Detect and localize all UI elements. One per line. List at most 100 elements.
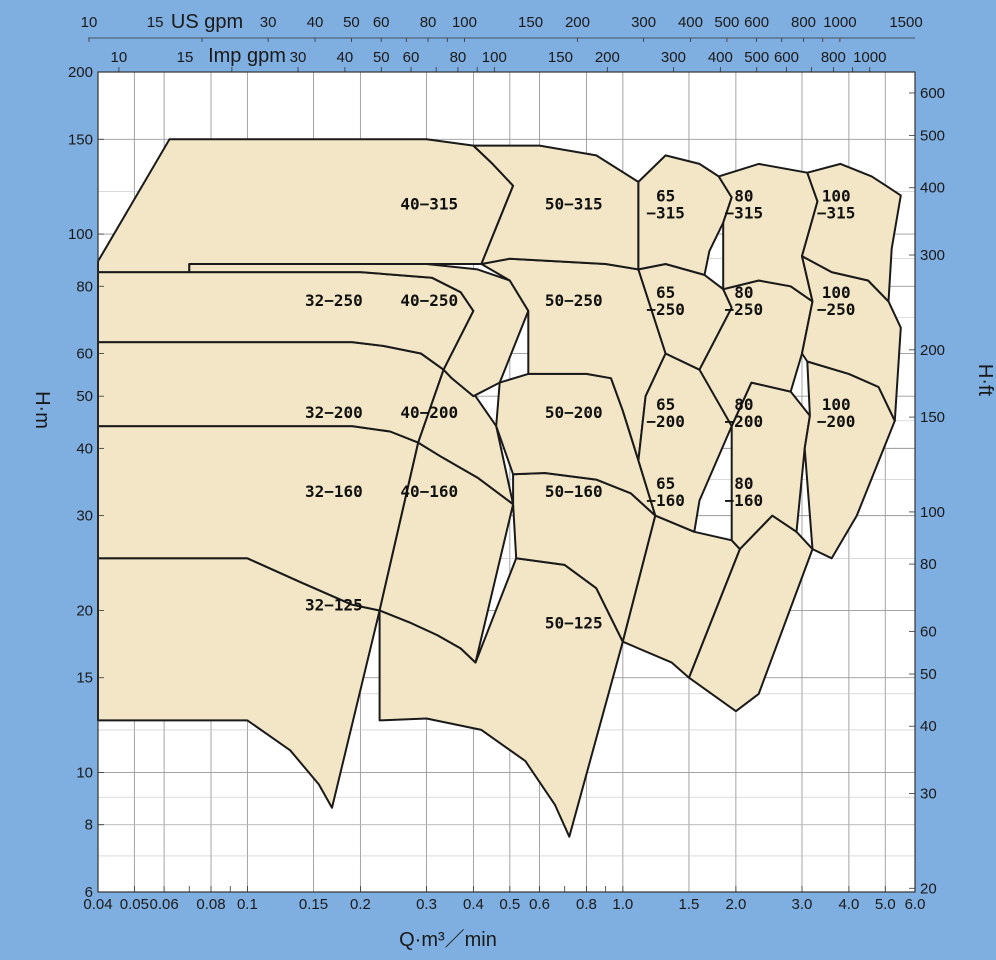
y-tick-label-right: 80	[920, 556, 937, 573]
us-gpm-tick-label: 10	[81, 14, 98, 31]
y-tick-label-right: 400	[920, 180, 945, 197]
imp-gpm-title: Imp gpm	[208, 45, 286, 67]
us-gpm-tick-label: 40	[307, 14, 324, 31]
region-label-50-160: 50−160	[545, 482, 603, 501]
y-tick-label-left: 80	[76, 278, 93, 295]
y-tick-label-right: 60	[920, 623, 937, 640]
x-tick-label: 0.3	[416, 896, 437, 913]
us-gpm-tick-label: 60	[373, 14, 390, 31]
region-label-50-315: 50−315	[545, 195, 603, 214]
x-tick-label: 0.6	[529, 896, 550, 913]
imp-gpm-tick-label: 500	[744, 49, 769, 66]
y-tick-label-right: 600	[920, 85, 945, 102]
us-gpm-tick-label: 50	[343, 14, 360, 31]
region-label-32-125: 32−125	[305, 595, 363, 614]
x-tick-label: 1.0	[612, 896, 633, 913]
y-axis-title-left: H·m	[31, 391, 53, 429]
us-gpm-tick-label: 15	[147, 14, 164, 31]
y-tick-label-left: 30	[76, 508, 93, 525]
x-tick-label: 4.0	[838, 896, 859, 913]
region-label-65-200: 65 −200	[646, 395, 685, 431]
y-tick-label-right: 300	[920, 247, 945, 264]
y-tick-label-left: 20	[76, 602, 93, 619]
y-tick-label-left: 60	[76, 346, 93, 363]
x-tick-label: 0.2	[350, 896, 371, 913]
imp-gpm-tick-label: 40	[337, 49, 354, 66]
y-tick-label-right: 200	[920, 342, 945, 359]
y-tick-label-left: 50	[76, 388, 93, 405]
region-label-65-250: 65 −250	[646, 283, 685, 319]
pump-regions	[97, 138, 902, 838]
y-tick-label-right: 500	[920, 128, 945, 145]
axis-labels: 0.04 0.05 0.06 0.08 0.1 0.15 0.2 0.3 0.4 0.5 0.6 0.…	[68, 14, 945, 913]
us-gpm-tick-label: 150	[518, 14, 543, 31]
region-label-50-250: 50−250	[545, 291, 603, 310]
tick-marks	[88, 37, 916, 893]
imp-gpm-tick-label: 10	[111, 49, 128, 66]
x-tick-label: 0.8	[576, 896, 597, 913]
us-gpm-tick-label: 300	[631, 14, 656, 31]
region-label-32-160: 32−160	[305, 482, 363, 501]
y-axis-title-right: H·ft	[974, 364, 996, 397]
region-label-50-200: 50−200	[545, 403, 603, 422]
imp-gpm-tick-label: 100	[482, 49, 507, 66]
y-tick-label-left: 15	[76, 670, 93, 687]
y-tick-label-left: 8	[85, 817, 93, 834]
region-label-50-125: 50−125	[545, 614, 603, 633]
region-label-40-200: 40−200	[400, 403, 458, 422]
x-tick-label: 3.0	[792, 896, 813, 913]
y-tick-label-left: 6	[85, 884, 93, 901]
y-tick-label-left: 200	[68, 64, 93, 81]
region-label-100-250: 100 −250	[817, 283, 856, 319]
y-tick-label-right: 20	[920, 880, 937, 897]
us-gpm-tick-label: 200	[565, 14, 590, 31]
region-label-80-200: 80 −200	[725, 395, 764, 431]
y-tick-label-right: 50	[920, 666, 937, 683]
x-tick-label: 0.1	[237, 896, 258, 913]
x-tick-label: 6.0	[905, 896, 926, 913]
imp-gpm-tick-label: 800	[821, 49, 846, 66]
x-tick-label: 1.5	[679, 896, 700, 913]
imp-gpm-tick-label: 600	[774, 49, 799, 66]
imp-gpm-tick-label: 30	[290, 49, 307, 66]
imp-gpm-tick-label: 50	[373, 49, 390, 66]
us-gpm-tick-label: 400	[678, 14, 703, 31]
region-label-100-200: 100 −200	[817, 395, 856, 431]
region-labels: 32−125 32−160 32−200 32−250 40−160 40−200 40−2…	[305, 187, 855, 633]
x-tick-label: 0.4	[463, 896, 484, 913]
imp-gpm-tick-label: 80	[450, 49, 467, 66]
us-gpm-title: US gpm	[171, 11, 243, 33]
region-label-65-315: 65 −315	[646, 187, 685, 223]
x-tick-label: 0.08	[196, 896, 225, 913]
region-label-80-315: 80 −315	[725, 187, 764, 223]
x-tick-label: 0.5	[499, 896, 520, 913]
imp-gpm-tick-label: 150	[548, 49, 573, 66]
imp-gpm-tick-label: 200	[595, 49, 620, 66]
region-label-32-200: 32−200	[305, 403, 363, 422]
y-tick-label-left: 100	[68, 226, 93, 243]
y-tick-label-right: 100	[920, 504, 945, 521]
region-50-315	[472, 144, 640, 271]
region-80-315	[717, 162, 819, 303]
imp-gpm-tick-label: 400	[708, 49, 733, 66]
x-tick-label: 0.15	[299, 896, 328, 913]
us-gpm-tick-label: 1500	[889, 14, 922, 31]
us-gpm-tick-label: 30	[260, 14, 277, 31]
region-label-80-160: 80 −160	[725, 474, 764, 510]
region-100-250	[801, 255, 902, 422]
x-tick-label: 0.06	[150, 896, 179, 913]
us-gpm-tick-label: 500	[714, 14, 739, 31]
imp-gpm-tick-label: 1000	[853, 49, 886, 66]
y-tick-label-left: 150	[68, 131, 93, 148]
imp-gpm-tick-label: 300	[661, 49, 686, 66]
us-gpm-tick-label: 800	[791, 14, 816, 31]
y-tick-label-right: 150	[920, 409, 945, 426]
x-axis-title: Q·m³／min	[399, 929, 497, 951]
x-tick-label: 5.0	[875, 896, 896, 913]
region-100-315	[801, 162, 902, 303]
region-label-40-160: 40−160	[400, 482, 458, 501]
x-tick-label: 2.0	[725, 896, 746, 913]
region-label-40-250: 40−250	[400, 291, 458, 310]
y-tick-label-left: 10	[76, 765, 93, 782]
